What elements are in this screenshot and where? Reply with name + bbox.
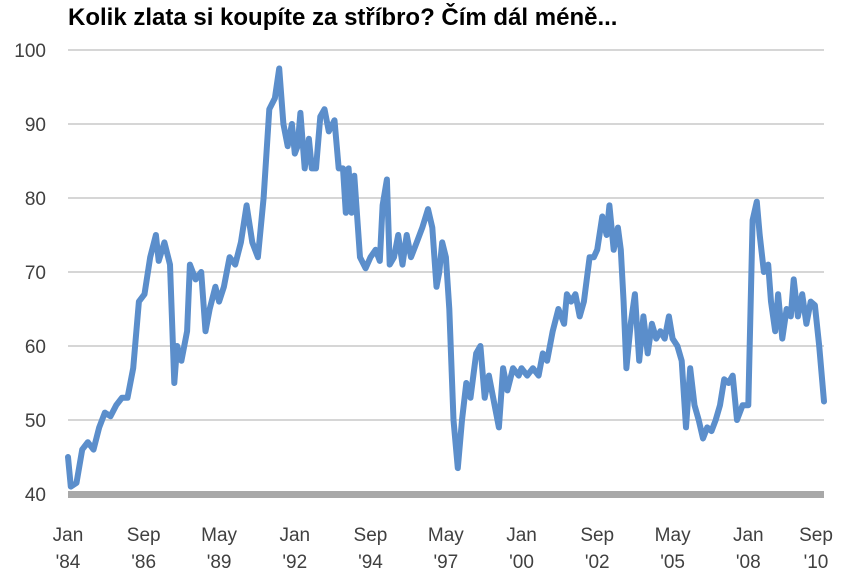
x-tick-year: '89 <box>207 552 232 573</box>
x-tick-month: Sep <box>580 525 614 546</box>
x-tick-month: Jan <box>733 525 764 546</box>
y-axis-labels: 40 50 60 70 80 90 100 <box>14 41 46 506</box>
x-tick-year: '94 <box>358 552 383 573</box>
x-tick-year: '02 <box>585 552 610 573</box>
x-axis-baseline <box>68 491 824 498</box>
x-tick-label: Sep '10 <box>799 525 833 573</box>
y-tick-label: 40 <box>25 485 46 506</box>
x-tick-month: Jan <box>506 525 537 546</box>
x-axis-labels: Jan '84 Sep '86 May '89 Jan '92 Sep '94 May '97 Jan '… <box>53 525 833 573</box>
y-tick-label: 70 <box>25 263 46 284</box>
x-tick-month: Sep <box>127 525 161 546</box>
x-tick-year: '00 <box>509 552 534 573</box>
x-tick-month: May <box>201 525 237 546</box>
x-tick-year: '84 <box>56 552 81 573</box>
x-tick-year: '92 <box>282 552 307 573</box>
x-tick-label: Jan '92 <box>279 525 310 573</box>
x-tick-year: '86 <box>131 552 156 573</box>
x-tick-label: Sep '02 <box>580 525 614 573</box>
x-tick-label: May '97 <box>428 525 464 573</box>
x-tick-label: Sep '86 <box>127 525 161 573</box>
x-tick-year: '97 <box>433 552 458 573</box>
x-tick-month: Jan <box>53 525 84 546</box>
y-tick-label: 100 <box>14 41 46 62</box>
chart-title: Kolik zlata si koupíte za stříbro? Čím d… <box>68 4 618 31</box>
series-line <box>65 65 827 490</box>
x-tick-month: Jan <box>279 525 310 546</box>
x-tick-label: May '05 <box>655 525 691 573</box>
y-tick-label: 50 <box>25 411 46 432</box>
x-tick-month: Sep <box>354 525 388 546</box>
x-tick-month: May <box>428 525 464 546</box>
x-tick-month: May <box>655 525 691 546</box>
x-tick-label: Jan '84 <box>53 525 84 573</box>
x-tick-month: Sep <box>799 525 833 546</box>
x-tick-label: Sep '94 <box>354 525 388 573</box>
y-tick-label: 60 <box>25 337 46 358</box>
x-tick-year: '10 <box>804 552 829 573</box>
grid-lines <box>68 49 824 421</box>
x-tick-label: Jan '00 <box>506 525 537 573</box>
x-tick-year: '05 <box>660 552 685 573</box>
x-tick-label: Jan '08 <box>733 525 764 573</box>
y-tick-label: 80 <box>25 189 46 210</box>
x-tick-year: '08 <box>736 552 761 573</box>
y-tick-label: 90 <box>25 115 46 136</box>
x-tick-label: May '89 <box>201 525 237 573</box>
